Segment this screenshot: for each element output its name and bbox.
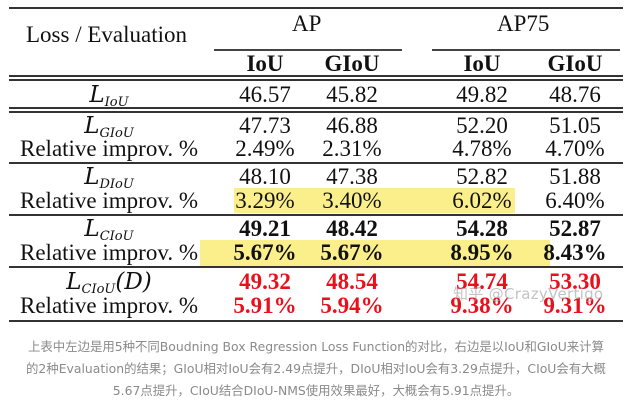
row-label-l-giou: LGIoU — [84, 113, 134, 141]
caption-line: 上表中左边是用5种不同Boudning Box Regression Loss … — [28, 339, 604, 354]
header-double-rule-2 — [9, 79, 623, 81]
figure-caption: 上表中左边是用5种不同Boudning Box Regression Loss … — [16, 336, 616, 402]
row-label-l-diou: LDIoU — [84, 164, 134, 192]
cell: 5.67% — [320, 240, 384, 265]
bottom-rule — [9, 320, 623, 322]
subheader-ap75-iou: IoU — [463, 51, 501, 76]
row-label-relative-improv: Relative improv. % — [20, 188, 198, 213]
cell: 3.40% — [322, 188, 382, 213]
cell: 49.32 — [239, 269, 291, 294]
cell: 8.43% — [543, 240, 607, 265]
cell: 8.95% — [450, 240, 514, 265]
cell: 52.82 — [456, 164, 508, 189]
cell: 45.82 — [326, 82, 378, 107]
subheader-ap75-giou: GIoU — [547, 51, 603, 76]
diou-rule — [9, 214, 623, 216]
cell: 48.42 — [326, 216, 378, 241]
highlight-ciou-rel — [200, 240, 550, 266]
baseline-double-rule-2 — [9, 111, 623, 113]
cell: 54.74 — [456, 269, 508, 294]
row-label-relative-improv: Relative improv. % — [20, 136, 198, 161]
cell: 9.38% — [450, 293, 514, 318]
cell: 48.54 — [326, 269, 378, 294]
cell: 5.67% — [233, 240, 297, 265]
cell: 46.57 — [239, 82, 291, 107]
cell: 52.20 — [456, 113, 508, 138]
cell: 4.78% — [452, 136, 512, 161]
header-double-rule-1 — [9, 75, 623, 77]
subheader-ap-iou: IoU — [246, 51, 284, 76]
ap75-group-rule — [432, 49, 620, 51]
cell: 47.38 — [326, 164, 378, 189]
row-label-l-ciou: LCIoU — [84, 216, 134, 244]
watermark: 知乎 @CrazyVertigo — [453, 285, 604, 303]
cell: 52.87 — [549, 216, 601, 241]
cell: 3.29% — [235, 188, 295, 213]
baseline-double-rule-1 — [9, 107, 623, 109]
ciou-rule — [9, 266, 623, 268]
cell: 54.28 — [456, 216, 508, 241]
top-rule — [9, 7, 623, 9]
caption-line: 的2种Evaluation的结果；GIoU相对IoU会有2.49点提升，DIoU… — [26, 361, 606, 376]
caption-line: 5.67点提升，CIoU结合DIoU-NMS使用效果最好，大概会有5.91点提升… — [112, 383, 520, 398]
cell: 2.31% — [322, 136, 382, 161]
row-label-relative-improv: Relative improv. % — [20, 293, 198, 318]
cell: 9.31% — [543, 293, 607, 318]
cell: 53.30 — [549, 269, 601, 294]
corner-header: Loss / Evaluation — [26, 22, 187, 47]
row-label-l-ciou-d: LCIoU(D) — [66, 269, 152, 297]
giou-rule — [9, 162, 623, 164]
group-header-ap: AP — [292, 11, 322, 36]
row-label-relative-improv: Relative improv. % — [20, 240, 198, 265]
cell: 48.10 — [239, 164, 291, 189]
cell: 46.88 — [326, 113, 378, 138]
cell: 49.82 — [456, 82, 508, 107]
highlight-diou-rel — [234, 188, 515, 213]
cell: 4.70% — [545, 136, 605, 161]
group-header-ap75: AP75 — [497, 11, 550, 36]
cell: 51.88 — [549, 164, 601, 189]
cell: 6.40% — [545, 188, 605, 213]
row-label-l-iou: LIoU — [89, 82, 129, 110]
cell: 5.91% — [233, 293, 297, 318]
ap-group-rule — [214, 49, 402, 51]
cell: 47.73 — [239, 113, 291, 138]
cell: 48.76 — [549, 82, 601, 107]
cell: 49.21 — [239, 216, 291, 241]
cell: 51.05 — [549, 113, 601, 138]
cell: 5.94% — [320, 293, 384, 318]
subheader-ap-giou: GIoU — [324, 51, 380, 76]
cell: 2.49% — [235, 136, 295, 161]
cell: 6.02% — [452, 188, 512, 213]
